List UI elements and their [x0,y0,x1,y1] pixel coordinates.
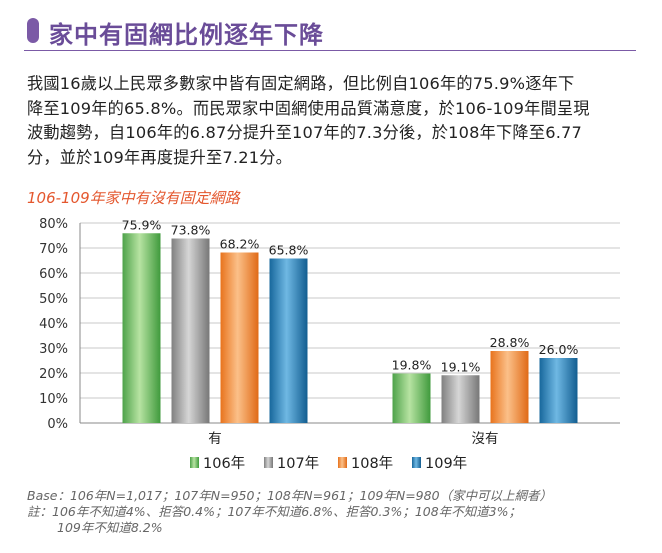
summary-line: 我國16歲以上民眾多數家中皆有固定網路，但比例自106年的75.9%逐年下 [27,74,575,93]
y-tick-label: 30% [39,342,68,357]
y-tick-label: 0% [47,417,68,432]
section-title: 家中有固網比例逐年下降 [49,21,324,49]
legend-label: 106年 [203,455,245,472]
summary-line: 波動趨勢，自106年的6.87分提升至107年的7.3分後，於108年下降至6.… [27,123,583,142]
bar-107年-沒有 [441,375,480,423]
y-tick-label: 50% [39,292,68,307]
summary-paragraph: 我國16歲以上民眾多數家中皆有固定網路，但比例自106年的75.9%逐年下 降至… [27,72,643,170]
grid-lines [80,222,620,424]
legend-label: 107年 [277,455,319,472]
legend-swatch [338,457,347,468]
legend-swatch [190,457,199,468]
legend-swatch [264,457,273,468]
y-tick-label: 60% [39,267,68,282]
bar-107年-有 [171,238,210,423]
chart-title: 106-109年家中有沒有固定網路 [27,189,240,207]
x-category-label: 沒有 [472,430,499,447]
footnote-note-continued: 109年不知道8.2% [57,520,163,535]
data-label: 73.8% [171,223,211,238]
x-axis: 有 沒有 [208,430,498,447]
bar-108年-沒有 [490,351,529,423]
bars: 75.9% 73.8% 68.2% 65.8% 19.8% 19.1% 28.8% 26.0% [122,217,579,423]
bar-chart: 0% 10% 20% 30% 40% 50% 60% 70% 80% 75.9% 73.8% 68.… [39,217,620,472]
summary-line: 分，並於109年再度提升至7.21分。 [27,147,292,167]
y-tick-label: 40% [39,317,68,332]
bar-106年-有 [122,233,161,423]
data-label: 26.0% [539,342,579,357]
bar-109年-沒有 [539,358,578,423]
y-tick-label: 70% [39,242,68,257]
legend-label: 109年 [425,455,467,472]
y-tick-label: 20% [39,367,68,382]
bar-109年-有 [269,258,308,423]
summary-line: 降至109年的65.8%。而民眾家中固網使用品質滿意度，於106-109年間呈現 [27,98,590,118]
y-tick-label: 10% [39,392,68,407]
data-label: 19.8% [392,358,432,373]
data-label: 68.2% [220,237,260,252]
data-label: 75.9% [122,217,162,232]
bar-108年-有 [220,252,259,423]
footnote-base: Base：106年N=1,017；107年N=950；108年N=961；109… [27,488,553,503]
legend: 106年 107年 108年 109年 [190,455,467,472]
bar-106年-沒有 [392,373,431,423]
y-tick-label: 80% [39,217,68,232]
section-header: 家中有固網比例逐年下降 [24,10,636,51]
data-label: 65.8% [269,243,309,258]
legend-label: 108年 [351,455,393,472]
x-category-label: 有 [208,431,222,447]
footnote-note: 註：106年不知道4%、拒答0.4%；107年不知道6.8%、拒答0.3%；10… [27,504,522,519]
data-label: 28.8% [490,335,530,350]
header-accent-bar [27,18,39,43]
data-label: 19.1% [441,359,481,374]
footnote: Base：106年N=1,017；107年N=950；108年N=961；109… [27,488,647,536]
y-axis: 0% 10% 20% 30% 40% 50% 60% 70% 80% [39,217,81,432]
legend-swatch [412,457,421,468]
